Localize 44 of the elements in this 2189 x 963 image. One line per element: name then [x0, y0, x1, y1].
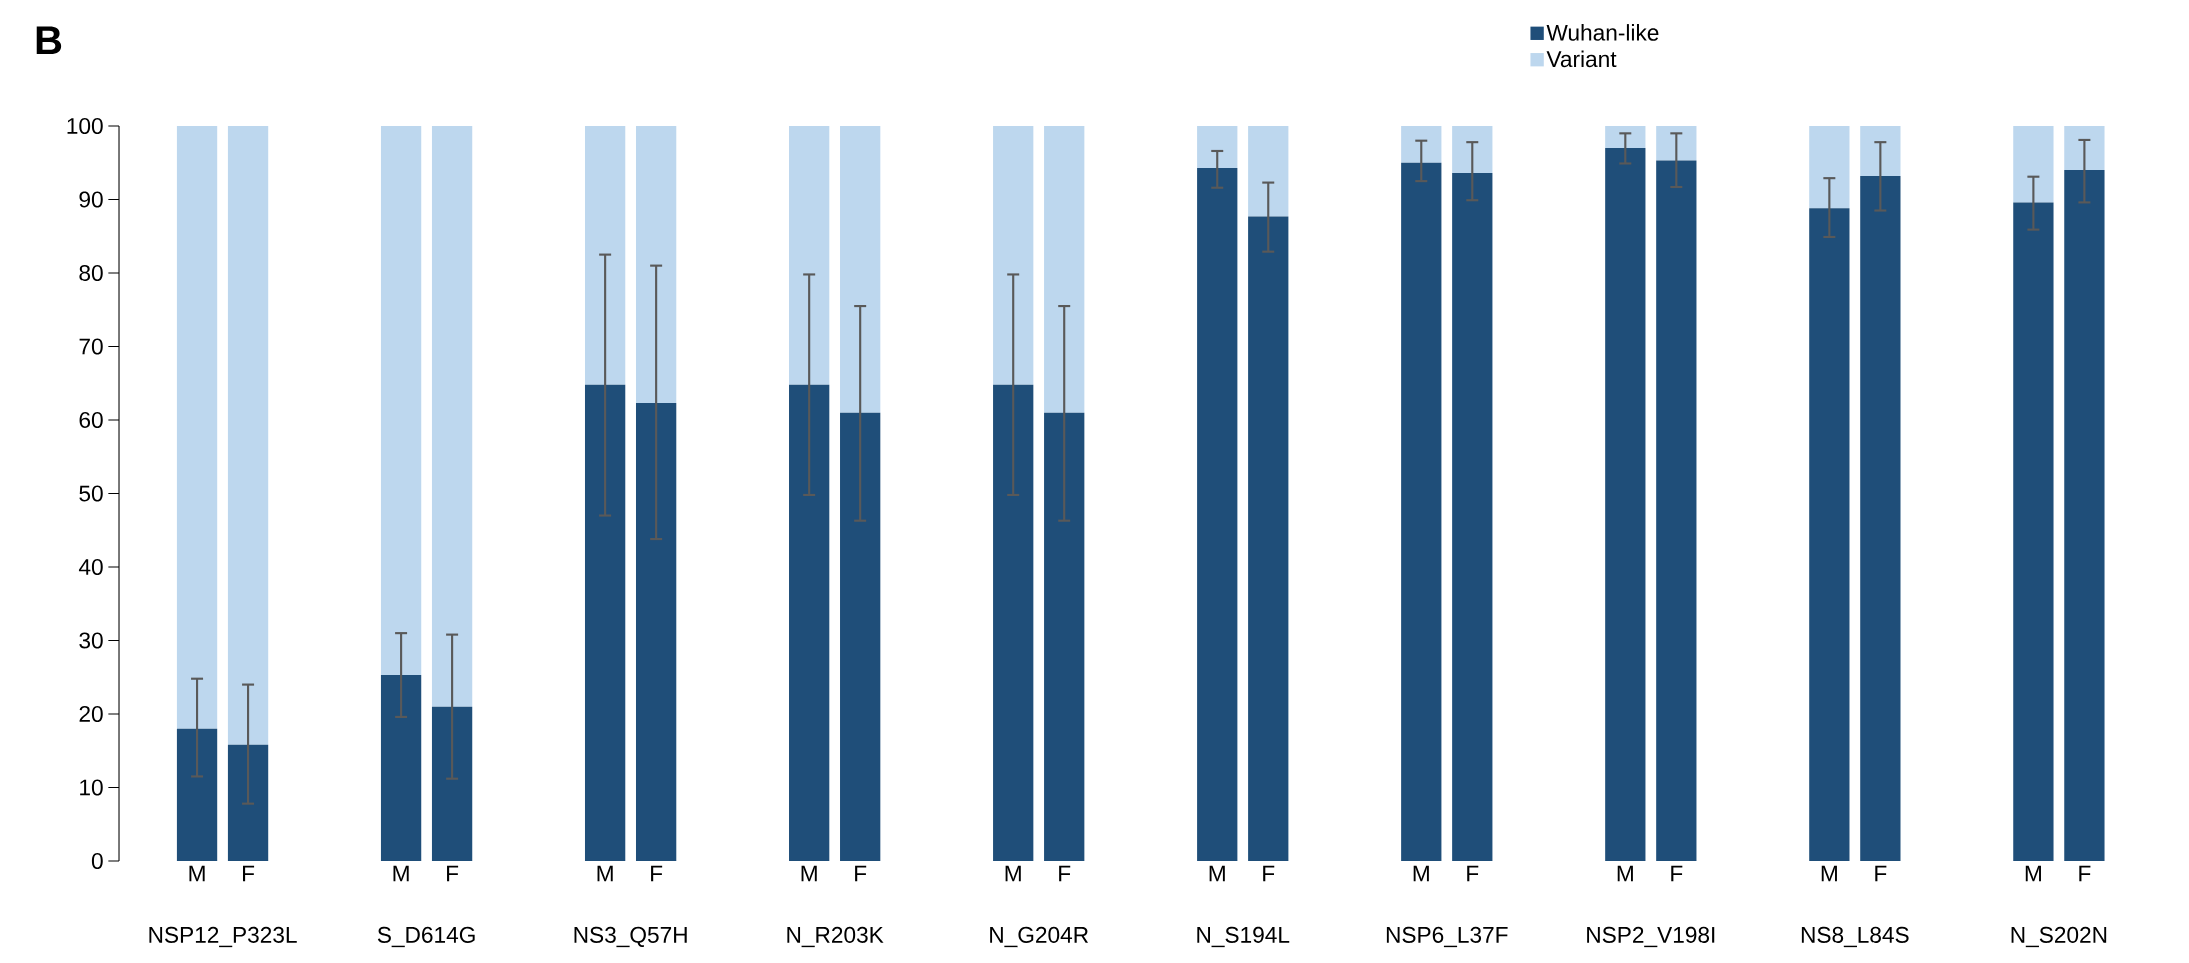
x-tick-label: F: [1467, 865, 1479, 882]
text: N_S194L: [1197, 926, 1290, 948]
x-tick-label: M: [801, 865, 817, 882]
x-tick-label: F: [855, 865, 867, 882]
x-tick-label: M: [1209, 865, 1225, 882]
y-tick-label: 0: [91, 852, 103, 870]
x-tick-label: M: [1821, 865, 1837, 882]
x-tick-label: M: [1005, 865, 1021, 882]
y-tick-label: 10: [80, 779, 103, 796]
x-tick-label: F: [1263, 865, 1275, 882]
y-tick-label: 20: [79, 705, 103, 723]
x-tick-label: F: [1671, 865, 1683, 882]
legend-label: Wuhan-like: [1546, 24, 1659, 41]
y-tick-label: 100: [67, 117, 103, 135]
x-tick-label: M: [1617, 865, 1633, 882]
y-tick-label: 90: [79, 191, 103, 208]
x-tick-label: F: [651, 865, 663, 882]
x-tick-label: F: [243, 865, 255, 882]
x-tick-label: M: [597, 865, 613, 882]
y-tick-label: 30: [79, 632, 103, 649]
x-tick-label: F: [1875, 865, 1887, 882]
y-tick-label: 40: [78, 558, 103, 576]
legend-label: Variant: [1546, 50, 1617, 68]
text: NSP6_L37F: [1386, 926, 1508, 948]
x-tick-label: F: [447, 865, 459, 882]
x-tick-label: M: [2025, 865, 2041, 882]
x-tick-label: M: [1413, 865, 1429, 882]
y-tick-label: 60: [79, 411, 103, 429]
x-tick-label: F: [2079, 865, 2091, 882]
text: N_R203K: [787, 926, 884, 948]
y-tick-label: 80: [79, 264, 103, 282]
text: N_S202N: [2011, 926, 2107, 948]
y-tick-label: 70: [79, 338, 103, 355]
text: N_G204R: [990, 926, 1089, 948]
text: NS3_Q57H: [574, 926, 687, 948]
x-tick-label: M: [189, 865, 205, 882]
text: NSP2_V198I: [1587, 926, 1715, 948]
chart-title: B: [36, 26, 62, 55]
text: S_D614G: [377, 926, 475, 948]
y-tick-label: 50: [79, 485, 103, 502]
text: NSP12_P323L: [149, 926, 297, 948]
text: NS8_L84S: [1801, 926, 1909, 948]
x-tick-label: M: [393, 865, 409, 882]
x-tick-label: F: [1059, 865, 1071, 882]
